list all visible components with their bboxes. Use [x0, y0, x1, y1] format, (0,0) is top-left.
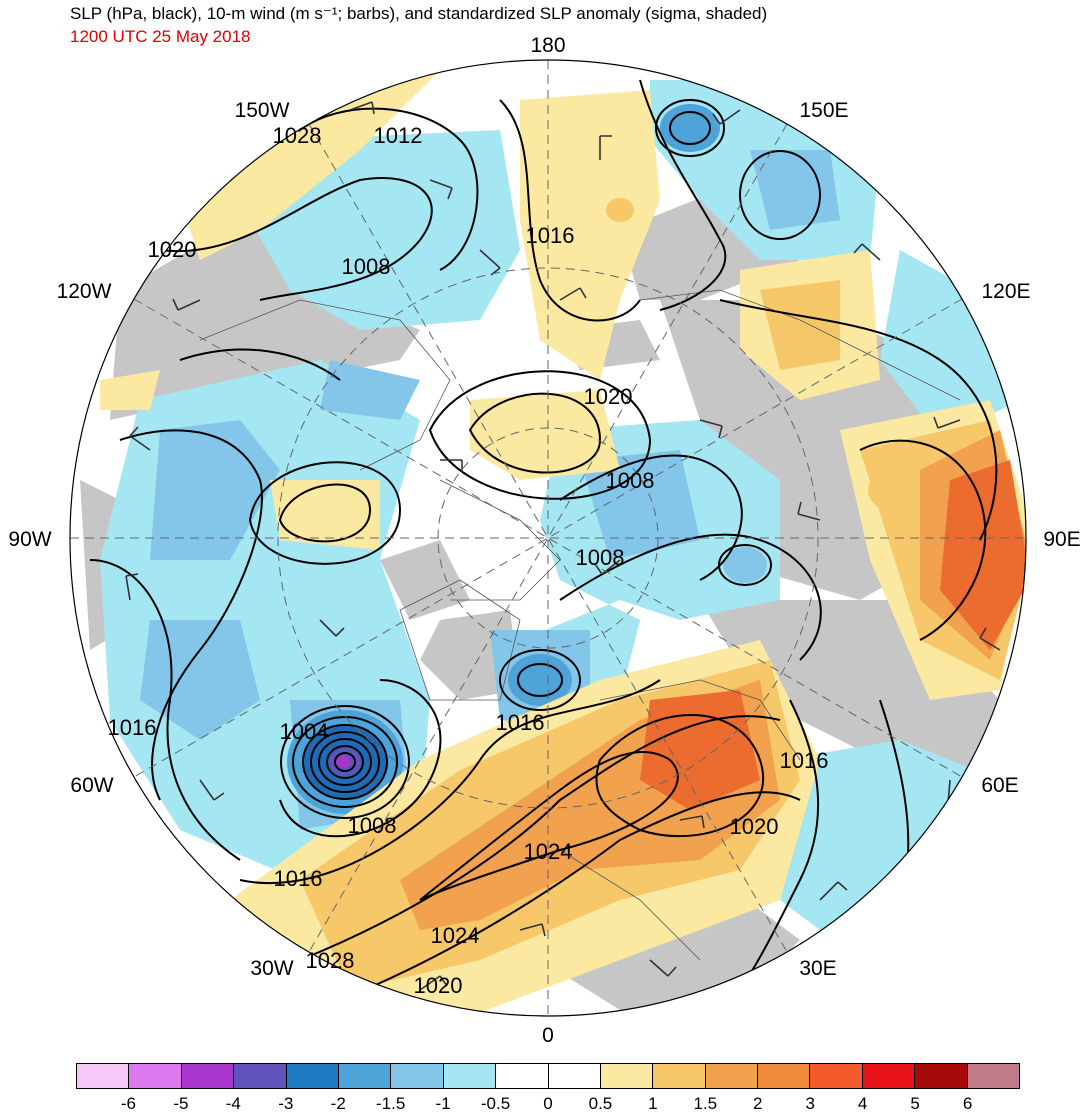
isobar-label: 1016 — [526, 223, 575, 248]
valid-time: 1200 UTC 25 May 2018 — [70, 27, 251, 46]
map-boundary — [69, 59, 1027, 1017]
lon-label-150w: 150W — [235, 99, 290, 122]
isobar-label: 1016 — [274, 866, 323, 891]
longitude-labels: 180 0 90W 90E 150W 120W 150E 120E 60W 30… — [8, 34, 1080, 1047]
legend-swatch — [129, 1064, 182, 1088]
legend-tick-label: -1.5 — [376, 1094, 406, 1113]
legend-swatch — [548, 1064, 601, 1088]
legend-swatch — [705, 1064, 759, 1088]
legend-tick-label: 5 — [910, 1094, 920, 1113]
positive-anomaly-shading — [100, 70, 1026, 1016]
legend-tick-label: 1 — [648, 1094, 658, 1113]
lon-label-30w: 30W — [250, 957, 293, 980]
lon-label-90e: 90E — [1043, 528, 1080, 551]
legend-swatch — [496, 1064, 549, 1088]
legend-swatch — [391, 1064, 444, 1088]
color-legend — [76, 1063, 1020, 1089]
legend-swatch — [234, 1064, 287, 1088]
isobar-label: 1004 — [280, 719, 329, 744]
legend-swatch — [181, 1064, 235, 1088]
coastlines — [199, 289, 961, 961]
legend-tick-label: 3 — [805, 1094, 815, 1113]
isobar-label: 1028 — [273, 123, 322, 148]
isobar-label: 1016 — [108, 715, 157, 740]
legend-ticks: -6 -5 -4 -3 -2 -1.5 -1 -0.5 0 0.5 1 1.5 2 3 4 5 6 — [76, 1094, 1020, 1114]
lon-label-150e: 150E — [799, 99, 848, 122]
lon-label-180: 180 — [530, 34, 565, 57]
legend-swatch — [338, 1064, 392, 1088]
map-disc — [70, 60, 1026, 1016]
legend-swatch — [915, 1064, 968, 1088]
legend-swatch — [758, 1064, 811, 1088]
isobar-label: 1020 — [148, 237, 197, 262]
lon-label-60w: 60W — [70, 774, 113, 797]
isobar-labels: 1028 1012 1020 1008 1016 1020 1008 1008 … — [108, 123, 829, 998]
isobar-label: 1008 — [576, 545, 625, 570]
legend-swatch — [967, 1064, 1020, 1088]
isobar-label: 1020 — [584, 384, 633, 409]
isobar-label: 1008 — [606, 468, 655, 493]
legend-swatch — [862, 1064, 916, 1088]
figure-title: SLP (hPa, black), 10-m wind (m s⁻¹; barb… — [70, 4, 768, 23]
lon-label-120w: 120W — [57, 280, 112, 303]
isobar-label: 1008 — [342, 254, 391, 279]
legend-tick-label: 0.5 — [588, 1094, 613, 1113]
legend-swatch — [443, 1064, 497, 1088]
legend-tick-label: -0.5 — [480, 1094, 511, 1113]
legend-tick-label: -1 — [435, 1094, 451, 1113]
isobar-label: 1024 — [524, 839, 573, 864]
legend-tick-label: 4 — [857, 1094, 868, 1113]
legend-tick-label: -5 — [173, 1094, 189, 1113]
graticule — [70, 60, 1026, 1016]
legend-tick-label: 1.5 — [693, 1094, 718, 1113]
legend-tick-label: -3 — [278, 1094, 294, 1113]
lon-label-60e: 60E — [981, 774, 1018, 797]
lon-label-120e: 120E — [981, 280, 1030, 303]
legend-tick-label: 2 — [753, 1094, 763, 1113]
isobars — [89, 79, 998, 1001]
lon-label-0: 0 — [542, 1024, 554, 1047]
lon-label-90w: 90W — [8, 528, 51, 551]
legend-swatch — [77, 1064, 130, 1088]
legend-tick-label: -6 — [120, 1094, 136, 1113]
polar-map: 180 0 90W 90E 150W 120W 150E 120E 60W 30… — [8, 34, 1080, 1047]
legend-tick-label: 6 — [962, 1094, 973, 1113]
legend-tick-label: -4 — [225, 1094, 241, 1113]
legend-tick-label: 0 — [543, 1094, 553, 1113]
isobar-label: 1008 — [348, 813, 397, 838]
legend-swatch — [653, 1064, 706, 1088]
isobar-label: 1024 — [431, 923, 480, 948]
legend-swatch — [600, 1064, 654, 1088]
legend-swatch — [810, 1064, 863, 1088]
isobar-label: 1028 — [306, 948, 355, 973]
isobar-label: 1016 — [496, 710, 545, 735]
isobar-label: 1012 — [374, 123, 423, 148]
legend-swatch — [286, 1064, 339, 1088]
lon-label-30e: 30E — [799, 957, 836, 980]
isobar-label: 1020 — [414, 973, 463, 998]
isobar-label: 1016 — [780, 748, 829, 773]
legend-tick-label: -2 — [330, 1094, 346, 1113]
isobar-label: 1020 — [730, 814, 779, 839]
